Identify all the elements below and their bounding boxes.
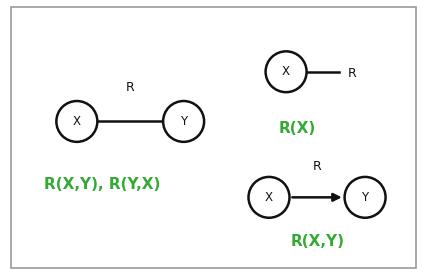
Text: R(X,Y), R(Y,X): R(X,Y), R(Y,X) — [44, 177, 160, 192]
Text: X: X — [265, 191, 272, 204]
Ellipse shape — [248, 177, 289, 218]
Ellipse shape — [265, 51, 306, 92]
Text: R: R — [126, 81, 134, 94]
Text: R(X): R(X) — [277, 121, 315, 136]
Text: R: R — [312, 160, 321, 172]
Text: Y: Y — [361, 191, 368, 204]
Ellipse shape — [56, 101, 97, 142]
Text: R(X,Y): R(X,Y) — [291, 234, 344, 249]
Text: X: X — [282, 65, 289, 78]
Ellipse shape — [163, 101, 204, 142]
Text: X: X — [73, 115, 81, 128]
Ellipse shape — [344, 177, 385, 218]
Text: R: R — [347, 67, 356, 80]
Text: Y: Y — [180, 115, 187, 128]
